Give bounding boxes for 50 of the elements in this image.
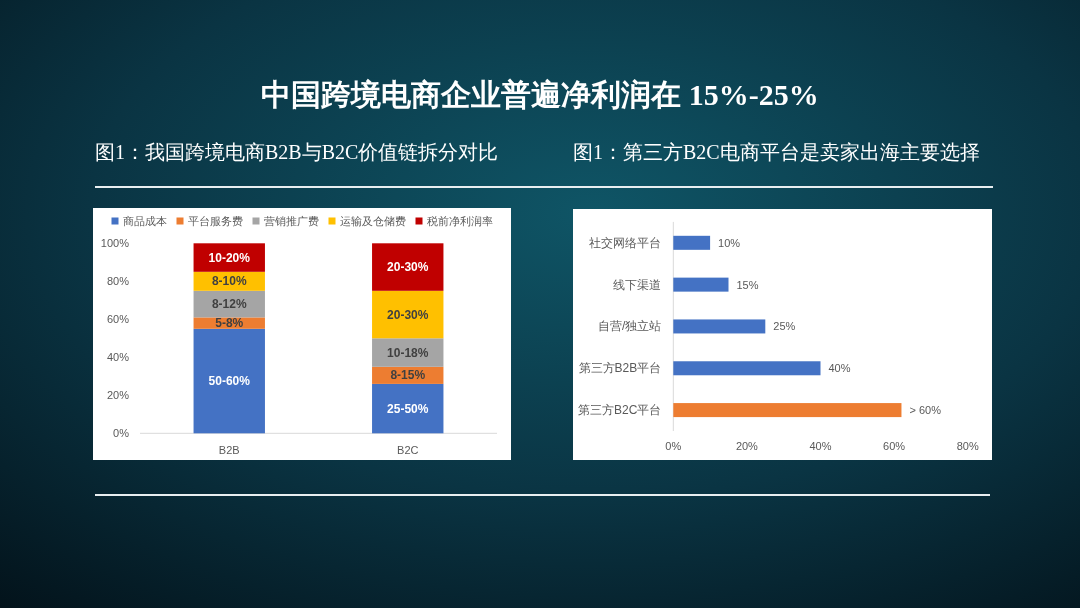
y-tick-label: 线下渠道 <box>613 277 662 292</box>
x-tick-label: B2C <box>397 444 419 457</box>
bar <box>673 277 729 292</box>
x-tick-label: 20% <box>735 440 759 452</box>
y-tick-label: 80% <box>106 275 130 288</box>
bar <box>673 403 902 418</box>
annotation: 8-10% <box>211 274 247 289</box>
chart-title: 图1：第三方B2C电商平台是卖家出海主要选择 <box>573 141 980 163</box>
x-tick-label: 80% <box>956 440 979 452</box>
y-tick-label: 社交网络平台 <box>589 235 662 250</box>
legend-label: 商品成本 <box>122 215 167 227</box>
x-tick-label: 0% <box>665 440 682 452</box>
annotation: 8-15% <box>390 368 426 383</box>
y-tick-label: 0% <box>113 427 130 440</box>
legend-label: 税前净利润率 <box>426 215 493 227</box>
x-tick-label: B2B <box>218 444 240 457</box>
bar <box>673 361 821 376</box>
y-tick-label: 40% <box>106 351 130 364</box>
y-tick-label: 第三方B2B平台 <box>578 361 662 376</box>
annotation: 50-60% <box>208 374 251 389</box>
bar <box>372 243 444 291</box>
y-tick-label: 第三方B2C平台 <box>577 403 662 418</box>
annotation: 25-50% <box>387 401 429 416</box>
bar <box>372 383 444 434</box>
annotation: 20-30% <box>387 307 429 322</box>
bar <box>673 235 711 250</box>
legend-label: 运输及仓储费 <box>339 215 406 227</box>
data-label: 15% <box>736 278 759 291</box>
data-label: 25% <box>773 320 796 333</box>
legend-label: 平台服务费 <box>187 215 243 227</box>
y-tick-label: 自营/独立站 <box>597 319 662 334</box>
bar <box>372 290 444 339</box>
data-label: > 60% <box>909 404 942 417</box>
bar <box>193 328 265 434</box>
text: 中国跨境电商企业普遍净利润在 15%-25% <box>261 77 819 111</box>
legend-label: 营销推广费 <box>263 215 319 227</box>
bar <box>673 319 766 334</box>
y-tick-label: 100% <box>100 237 130 250</box>
annotation: 10-20% <box>208 250 251 265</box>
data-label: 10% <box>718 236 741 249</box>
annotation: 8-12% <box>211 297 247 312</box>
annotation: 5-8% <box>215 316 244 331</box>
x-tick-label: 40% <box>809 440 832 452</box>
data-label: 40% <box>828 362 851 375</box>
annotation: 10-18% <box>387 345 429 360</box>
y-tick-label: 20% <box>106 389 130 402</box>
x-tick-label: 60% <box>883 440 906 452</box>
annotation: 20-30% <box>387 260 429 275</box>
chart-title: 图1：我国跨境电商B2B与B2C价值链拆分对比 <box>95 141 499 163</box>
y-tick-label: 60% <box>106 313 130 326</box>
